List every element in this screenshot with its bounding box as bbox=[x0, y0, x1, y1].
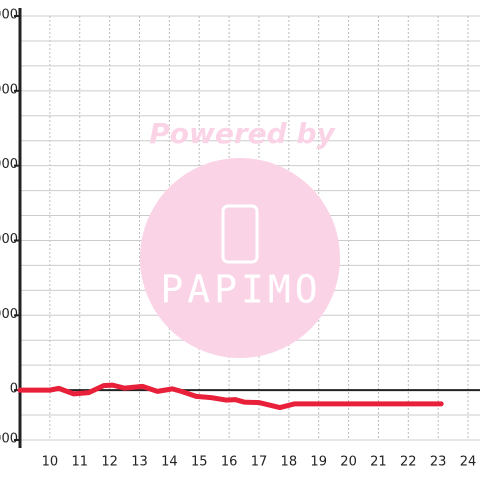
x-tick-label: 16 bbox=[221, 455, 238, 470]
x-tick-label: 23 bbox=[430, 455, 447, 470]
series-line bbox=[17, 382, 444, 411]
y-tick-label: 90,000 bbox=[0, 157, 18, 172]
x-tick-label: 24 bbox=[460, 455, 477, 470]
x-tick-label: 13 bbox=[131, 455, 148, 470]
x-tick-label: 10 bbox=[42, 455, 59, 470]
x-tick-label: 22 bbox=[400, 455, 417, 470]
y-tick-label: 120,000 bbox=[0, 82, 18, 97]
y-tick-label: 30,000 bbox=[0, 307, 18, 322]
y-tick-label: 60,000 bbox=[0, 232, 18, 247]
watermark-logo: PAPIMO bbox=[160, 268, 321, 312]
x-tick-label: 20 bbox=[340, 455, 357, 470]
x-tick-label: 15 bbox=[191, 455, 208, 470]
x-tick-label: 19 bbox=[310, 455, 327, 470]
watermark-circle bbox=[140, 158, 340, 358]
x-tick-label: 14 bbox=[161, 455, 178, 470]
x-tick-label: 18 bbox=[281, 455, 298, 470]
y-tick-label: 150,000 bbox=[0, 8, 18, 23]
y-tick-label: 0 bbox=[10, 382, 18, 397]
x-tick-label: 12 bbox=[101, 455, 118, 470]
y-tick-label: -20,000 bbox=[0, 432, 18, 447]
x-tick-label: 21 bbox=[370, 455, 387, 470]
x-tick-label: 11 bbox=[71, 455, 88, 470]
watermark-text: Powered by bbox=[149, 117, 336, 150]
watermark-phone bbox=[221, 204, 259, 264]
x-tick-label: 17 bbox=[251, 455, 268, 470]
watermark: Powered by PAPIMO bbox=[140, 117, 340, 358]
